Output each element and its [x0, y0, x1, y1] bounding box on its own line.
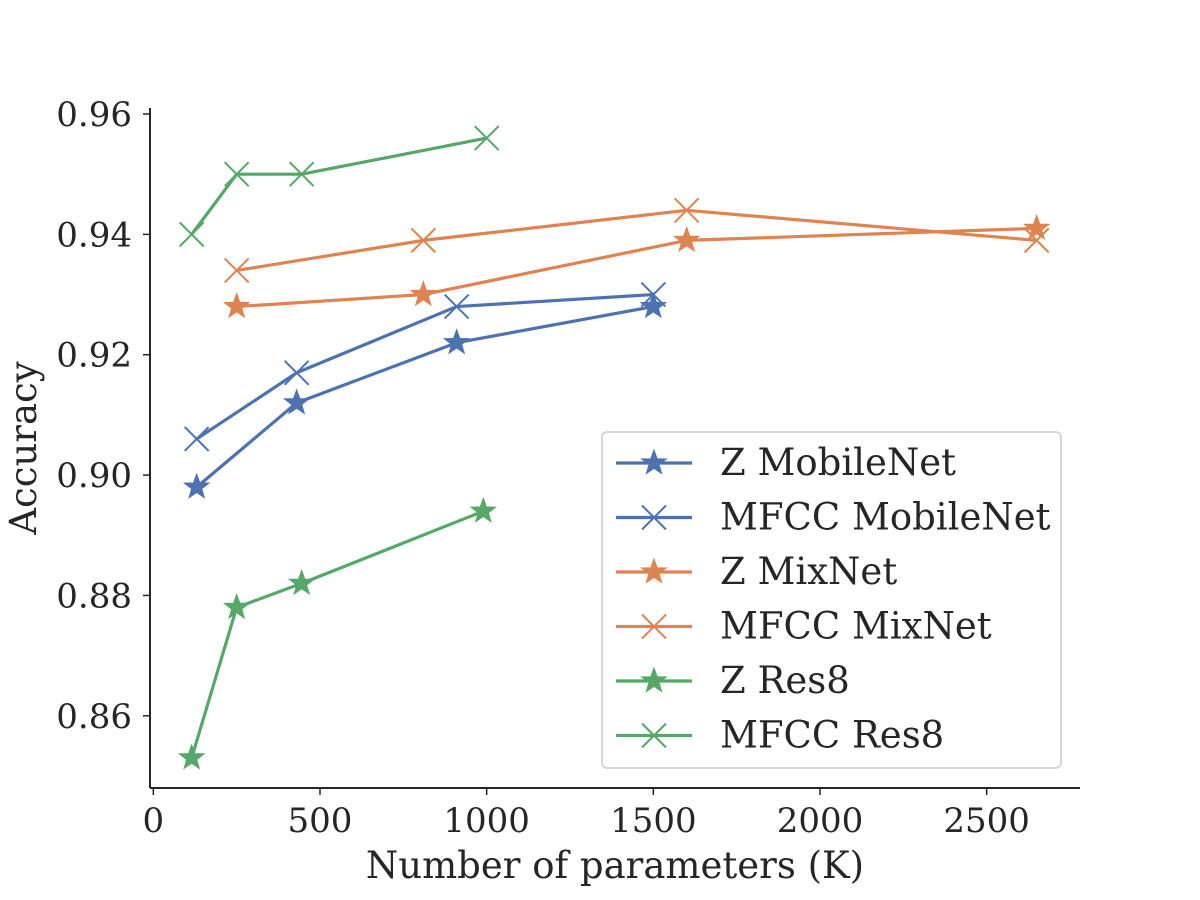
data-point-mfcc-mixnet [1023, 227, 1050, 254]
data-point-mfcc-mobilenet [183, 426, 210, 452]
x-axis-label: Number of parameters (K) [366, 844, 864, 887]
legend-item-mfcc-mobilenet: MFCC MobileNet [616, 496, 1051, 539]
data-point-mfcc-res8 [288, 161, 315, 187]
legend-item-z-res8: Z Res8 [616, 659, 850, 702]
data-point-z-mobilenet [182, 472, 211, 499]
x-ticks: 0 500 1000 1500 2000 2500 [143, 788, 1030, 841]
data-point-mfcc-mixnet [673, 197, 700, 224]
series-mfcc-mixnet [223, 197, 1050, 284]
data-point-z-mixnet [222, 292, 251, 319]
legend: Z MobileNet MFCC MobileNet Z MixNet MFCC Mi… [601, 431, 1062, 769]
legend-label: MFCC MixNet [720, 605, 992, 648]
data-point-z-mixnet [672, 225, 701, 253]
series-line-z-mobilenet [195, 305, 654, 489]
legend-label: Z MixNet [720, 550, 897, 593]
series-mfcc-res8 [178, 125, 500, 248]
y-axis-label: Accuracy [2, 361, 45, 535]
axes [149, 108, 1080, 789]
series-z-mobilenet [182, 292, 668, 499]
legend-marker [641, 722, 667, 749]
legend-marker [640, 448, 668, 475]
x-tick-label: 1000 [443, 801, 530, 841]
x-tick-label: 500 [288, 801, 353, 841]
series-line-z-res8 [190, 509, 484, 759]
data-point-z-mobilenet [442, 328, 471, 355]
data-point-mfcc-mixnet [223, 257, 250, 284]
data-point-mfcc-res8 [473, 125, 500, 151]
data-point-z-res8 [177, 743, 206, 770]
y-tick-label: 0.96 [56, 95, 132, 135]
series-line-mfcc-res8 [190, 136, 487, 236]
data-point-z-mixnet [409, 280, 438, 307]
data-point-z-mobilenet [639, 292, 668, 319]
y-tick-label: 0.88 [56, 576, 132, 616]
data-point-mfcc-mobilenet [443, 293, 470, 320]
legend-label: Z MobileNet [720, 441, 956, 484]
y-ticks: 0.86 0.88 0.90 0.92 0.94 0.96 [56, 95, 150, 737]
data-point-mfcc-res8 [178, 221, 205, 248]
legend-marker [640, 666, 668, 693]
y-tick-label: 0.90 [56, 456, 132, 496]
plot-area [177, 125, 1051, 770]
data-point-z-mixnet [1022, 213, 1051, 241]
data-point-z-res8 [222, 592, 251, 620]
data-point-mfcc-mobilenet [283, 360, 310, 386]
legend-label: Z Res8 [720, 659, 850, 702]
y-tick-label: 0.92 [56, 336, 132, 376]
legend-marker [641, 613, 667, 640]
data-point-mfcc-mobilenet [640, 281, 667, 308]
series-line-mfcc-mixnet [236, 208, 1037, 273]
data-point-mfcc-res8 [223, 161, 250, 187]
legend-item-z-mixnet: Z MixNet [616, 550, 897, 593]
x-tick-label: 1500 [610, 801, 697, 841]
series-line-mfcc-mobilenet [195, 292, 654, 441]
data-point-mfcc-mixnet [410, 227, 437, 254]
series-line-z-mixnet [236, 226, 1037, 309]
y-tick-label: 0.94 [56, 215, 132, 255]
legend-item-mfcc-res8: MFCC Res8 [616, 714, 944, 757]
data-point-z-mobilenet [282, 388, 311, 415]
x-tick-label: 2000 [777, 801, 864, 841]
legend-label: MFCC MobileNet [720, 496, 1051, 539]
data-point-z-res8 [469, 496, 498, 523]
legend-item-z-mobilenet: Z MobileNet [616, 441, 956, 484]
data-point-z-res8 [287, 568, 316, 596]
legend-box [601, 431, 1062, 769]
series-mfcc-mobilenet [183, 281, 667, 452]
x-tick-label: 0 [143, 801, 165, 841]
legend-item-mfcc-mixnet: MFCC MixNet [616, 605, 992, 648]
legend-marker [640, 557, 668, 584]
x-tick-label: 2500 [943, 801, 1030, 841]
y-tick-label: 0.86 [56, 697, 132, 737]
series-z-mixnet [222, 213, 1051, 319]
series-z-res8 [177, 496, 498, 770]
legend-marker [641, 504, 667, 531]
legend-label: MFCC Res8 [720, 714, 944, 757]
